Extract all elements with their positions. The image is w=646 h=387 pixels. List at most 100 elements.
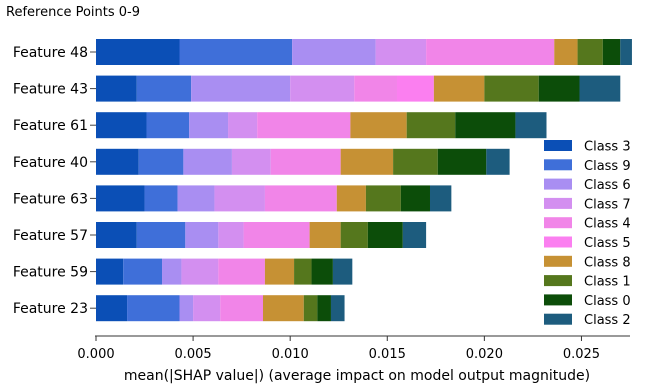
legend-swatch (544, 159, 572, 171)
bar-segment (96, 39, 180, 65)
bar-segment (179, 39, 293, 65)
bar-segment (554, 39, 578, 65)
bar-segment (400, 185, 430, 212)
bar-segment (214, 185, 265, 212)
bar-segment (486, 148, 510, 175)
y-tick-label: Feature 23 (13, 301, 88, 317)
bar-segment (144, 185, 178, 212)
bar-segment (96, 75, 137, 102)
bar-segment (136, 222, 186, 248)
legend-label: Class 1 (584, 275, 631, 290)
bar-segment (393, 148, 438, 175)
bar-segment (336, 185, 366, 212)
legend-label: Class 8 (584, 255, 631, 270)
legend-label: Class 2 (584, 313, 631, 328)
bar-segment (577, 39, 603, 65)
bar-segment (177, 185, 215, 212)
bar-segment (340, 222, 368, 248)
legend-swatch (544, 236, 572, 248)
bar-segment (429, 185, 452, 212)
x-tick-label: 0.025 (563, 347, 600, 362)
bar-segment (181, 258, 219, 285)
bar-segment (367, 222, 403, 248)
bar-segment (264, 185, 337, 212)
bar-segment (375, 39, 427, 65)
legend-swatch (544, 217, 572, 229)
bar-segment (146, 112, 190, 139)
bar-segment (309, 222, 341, 248)
bar-segment (183, 148, 232, 175)
bar-segment (138, 148, 184, 175)
bar-segment (262, 295, 304, 322)
bar-segment (515, 112, 547, 139)
bar-segment (455, 112, 516, 139)
bar-segment (189, 112, 229, 139)
bar-segment (354, 75, 397, 102)
bar-segment (96, 258, 124, 285)
y-tick-label: Feature 57 (13, 228, 88, 244)
bar-segment (330, 295, 345, 322)
bar-segment (218, 222, 244, 248)
x-tick-label: 0.000 (77, 347, 114, 362)
bar-segment (290, 75, 355, 102)
bar-segment (538, 75, 580, 102)
bar-segment (294, 258, 312, 285)
bar-segment (620, 39, 632, 65)
bar-segment (484, 75, 539, 102)
legend: Class 3 Class 9 Class 6 Class 7 Class 4 Class… (544, 140, 631, 328)
bar-segment (191, 75, 291, 102)
x-tick-label: 0.020 (466, 347, 503, 362)
bar-segment (433, 75, 485, 102)
bars-layer (96, 39, 632, 322)
y-tick-label: Feature 61 (13, 118, 88, 134)
y-tick-label: Feature 63 (13, 191, 88, 207)
legend-label: Class 5 (584, 236, 631, 251)
legend-label: Class 7 (584, 197, 631, 212)
legend-label: Class 9 (584, 159, 631, 174)
bar-segment (311, 258, 333, 285)
bar-segment (365, 185, 401, 212)
x-tick-label: 0.015 (369, 347, 406, 362)
bar-segment (396, 75, 434, 102)
bar-segment (96, 295, 128, 322)
bar-segment (231, 148, 271, 175)
legend-swatch (544, 140, 572, 151)
bar-segment (350, 112, 407, 139)
y-tick-label: Feature 59 (13, 265, 88, 281)
bar-segment (96, 148, 139, 175)
bar-segment (123, 258, 163, 285)
bar-segment (96, 222, 137, 248)
legend-swatch (544, 255, 572, 267)
legend-label: Class 4 (584, 217, 631, 232)
bar-segment (602, 39, 621, 65)
legend-swatch (544, 313, 572, 325)
y-tick-label: Feature 43 (13, 82, 88, 98)
bar-segment (228, 112, 258, 139)
x-tick-label: 0.010 (272, 347, 309, 362)
legend-swatch (544, 275, 572, 287)
bar-segment (96, 112, 147, 139)
legend-swatch (544, 294, 572, 306)
y-axis: Feature 48 Feature 43 Feature 61 Feature 40… (13, 45, 96, 317)
x-axis-label: mean(|SHAP value|) (average impact on mo… (124, 368, 590, 384)
page-title: Reference Points 0-9 (6, 5, 141, 20)
bar-segment (426, 39, 555, 65)
legend-label: Class 0 (584, 294, 631, 309)
bar-segment (218, 258, 265, 285)
bar-segment (257, 112, 351, 139)
bar-segment (193, 295, 221, 322)
bar-segment (402, 222, 427, 248)
legend-swatch (544, 178, 572, 190)
legend-label: Class 3 (584, 140, 631, 155)
bar-segment (162, 258, 182, 285)
bar-segment (317, 295, 331, 322)
bar-segment (127, 295, 180, 322)
bar-segment (185, 222, 219, 248)
bar-segment (437, 148, 487, 175)
bar-segment (332, 258, 353, 285)
bar-segment (270, 148, 341, 175)
x-axis: 0.000 0.005 0.010 0.015 0.020 0.025 (77, 335, 630, 362)
bar-segment (136, 75, 192, 102)
y-tick-label: Feature 40 (13, 155, 88, 171)
